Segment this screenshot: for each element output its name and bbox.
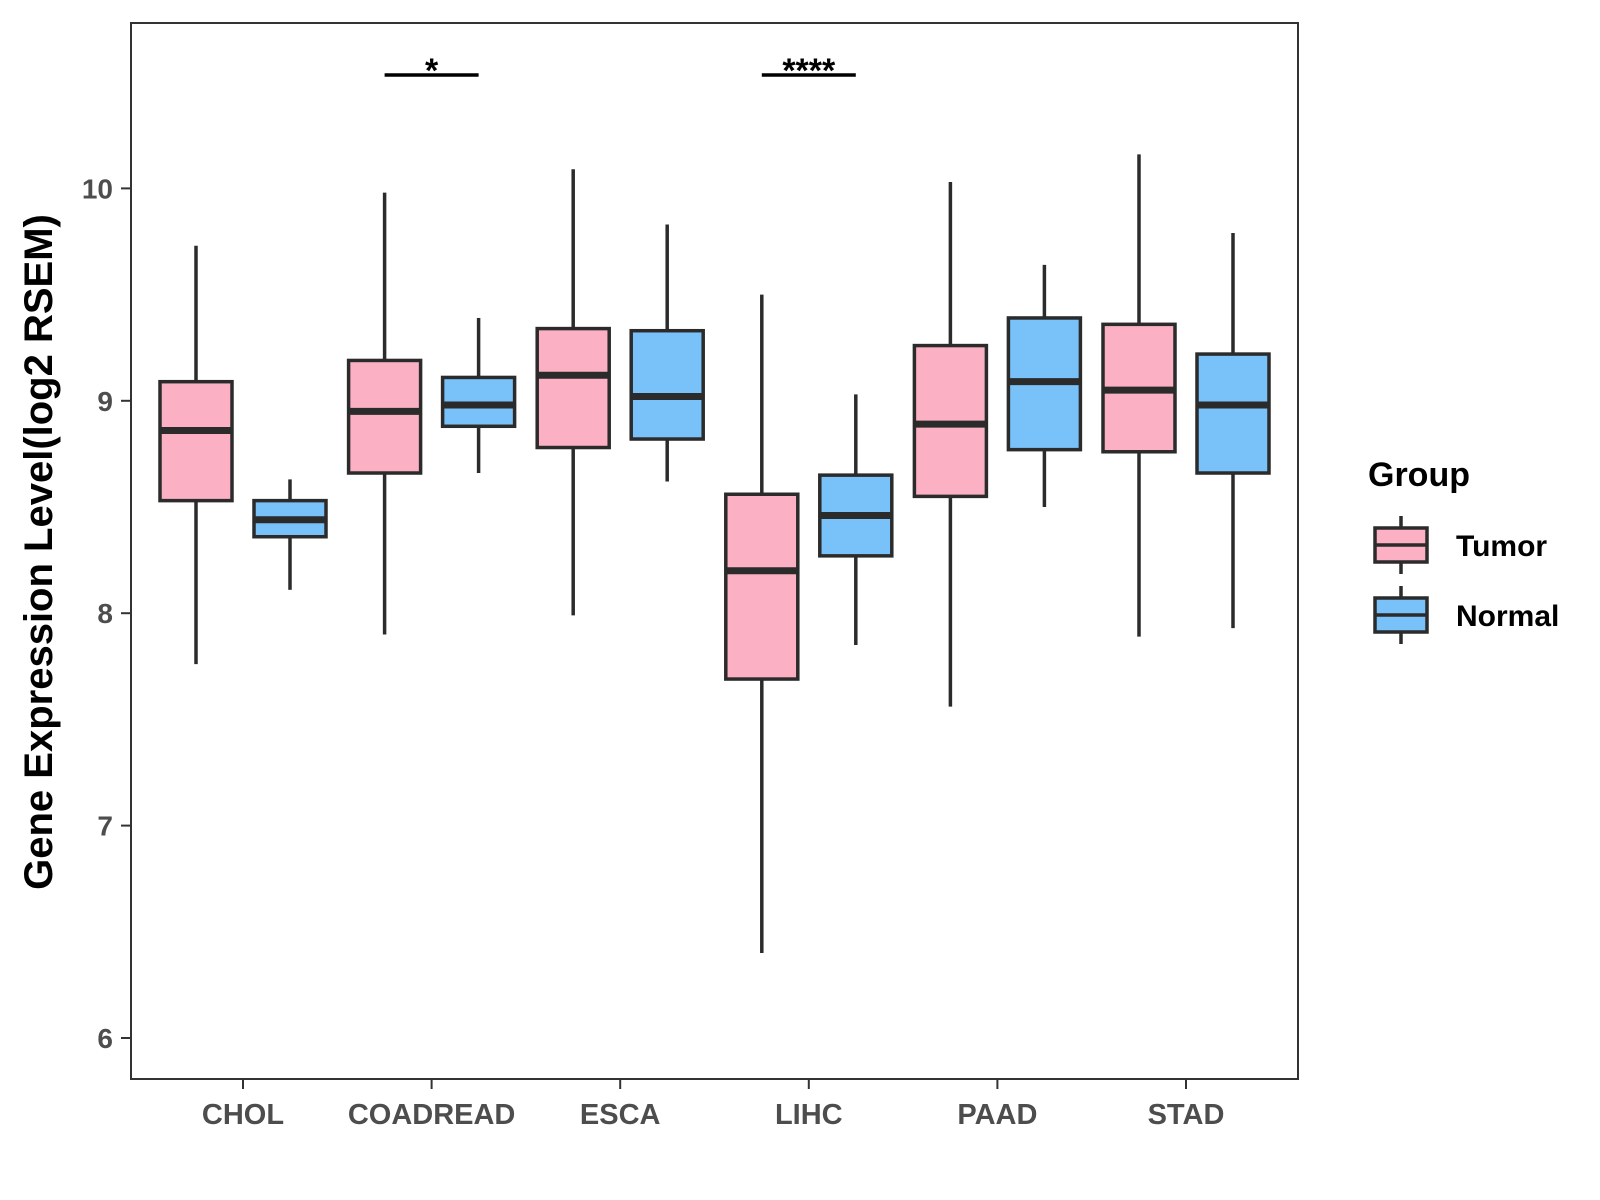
box-iqr	[158, 379, 234, 503]
significance-label: ****	[782, 52, 836, 90]
legend-title: Group	[1368, 456, 1470, 494]
y-axis: 6 7 8 9 10	[82, 173, 131, 1054]
box-iqr	[346, 358, 423, 475]
box-tumor-esca	[535, 169, 611, 616]
legend: Group Tumor Normal	[1368, 456, 1559, 644]
box-normal-coadread	[440, 317, 517, 474]
x-tick-label: ESCA	[580, 1099, 661, 1131]
box-iqr	[1195, 352, 1271, 475]
x-axis: CHOL COADREAD ESCA LIHC PAAD STAD	[202, 1079, 1224, 1131]
box-tumor-lihc	[724, 294, 800, 954]
box-normal-chol	[252, 479, 328, 590]
box-tumor-stad	[1101, 154, 1177, 637]
y-axis-title: Gene Expression Level(log2 RSEM)	[17, 214, 61, 890]
box-iqr	[535, 326, 611, 450]
y-tick-label: 10	[82, 173, 113, 204]
box-tumor-coadread	[346, 192, 423, 635]
legend-label: Normal	[1456, 600, 1559, 633]
legend-item-tumor: Tumor	[1373, 516, 1547, 574]
significance-label: *	[425, 52, 439, 90]
plot-panel-border	[130, 22, 1299, 1080]
box-iqr	[629, 328, 705, 441]
y-tick-label: 9	[97, 386, 113, 417]
significance-annotations: * ****	[384, 52, 856, 90]
x-tick-label: STAD	[1148, 1099, 1225, 1131]
y-tick-label: 6	[97, 1023, 113, 1054]
y-tick-label: 7	[97, 811, 113, 842]
box-iqr	[724, 492, 800, 681]
box-group	[158, 154, 1271, 954]
box-normal-lihc	[818, 394, 894, 646]
x-tick-label: LIHC	[775, 1099, 843, 1131]
box-normal-stad	[1195, 233, 1271, 629]
x-tick-label: PAAD	[957, 1099, 1037, 1131]
box-tumor-chol	[158, 245, 234, 665]
box-tumor-paad	[912, 182, 989, 707]
legend-label: Tumor	[1456, 530, 1547, 563]
y-tick-label: 8	[97, 598, 113, 629]
x-tick-label: COADREAD	[348, 1099, 516, 1131]
x-tick-label: CHOL	[202, 1099, 284, 1131]
box-normal-esca	[629, 224, 705, 482]
legend-item-normal: Normal	[1373, 586, 1559, 644]
box-normal-paad	[1006, 264, 1083, 507]
